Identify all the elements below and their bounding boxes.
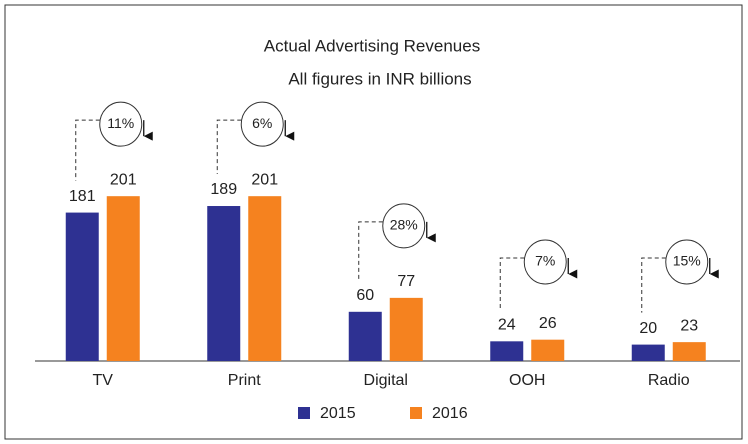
annotation-circle <box>240 101 284 147</box>
value-label: 181 <box>69 188 96 205</box>
annotation-label: 11% <box>107 115 134 131</box>
x-tick-label: TV <box>93 372 114 389</box>
value-label: 26 <box>539 315 557 332</box>
annotation-circle <box>99 101 143 147</box>
x-tick-label: OOH <box>509 372 545 389</box>
legend-label: 2016 <box>432 405 468 422</box>
chart-title: Actual Advertising Revenues <box>264 36 480 55</box>
bar <box>248 196 282 361</box>
bar <box>490 341 524 361</box>
annotation-label: 15% <box>673 253 701 269</box>
x-tick-label: Print <box>228 372 261 389</box>
annotation-circle <box>665 239 709 285</box>
annotation-label: 6% <box>252 115 272 131</box>
value-label: 60 <box>356 287 374 304</box>
bar <box>65 212 99 361</box>
value-label: 20 <box>639 320 657 337</box>
bar <box>348 311 382 361</box>
bar <box>672 342 706 361</box>
annotation-circle <box>523 239 567 285</box>
value-label: 23 <box>680 317 698 334</box>
bar <box>389 297 423 361</box>
annotation-label: 7% <box>535 253 555 269</box>
frame <box>4 4 743 440</box>
bar <box>631 344 665 361</box>
value-label: 189 <box>210 181 237 198</box>
annotation-label: 28% <box>390 217 418 233</box>
bar <box>531 339 565 361</box>
chart-subtitle: All figures in INR billions <box>288 69 471 88</box>
bar <box>207 206 241 361</box>
legend-swatch <box>298 407 310 419</box>
annotation-circle <box>382 203 426 249</box>
annotation-dashed <box>499 257 525 310</box>
x-tick-label: Digital <box>364 372 408 389</box>
bar <box>106 196 140 361</box>
value-label: 24 <box>498 317 516 334</box>
legend-label: 2015 <box>320 405 356 422</box>
annotation-dashed <box>358 221 383 280</box>
value-label: 77 <box>397 273 415 290</box>
annotation-dashed <box>216 119 242 175</box>
legend-swatch <box>410 407 422 419</box>
x-tick-label: Radio <box>648 372 690 389</box>
value-label: 201 <box>251 171 278 188</box>
annotation-dashed <box>75 119 100 181</box>
value-label: 201 <box>110 171 137 188</box>
annotation-dashed <box>641 257 666 313</box>
